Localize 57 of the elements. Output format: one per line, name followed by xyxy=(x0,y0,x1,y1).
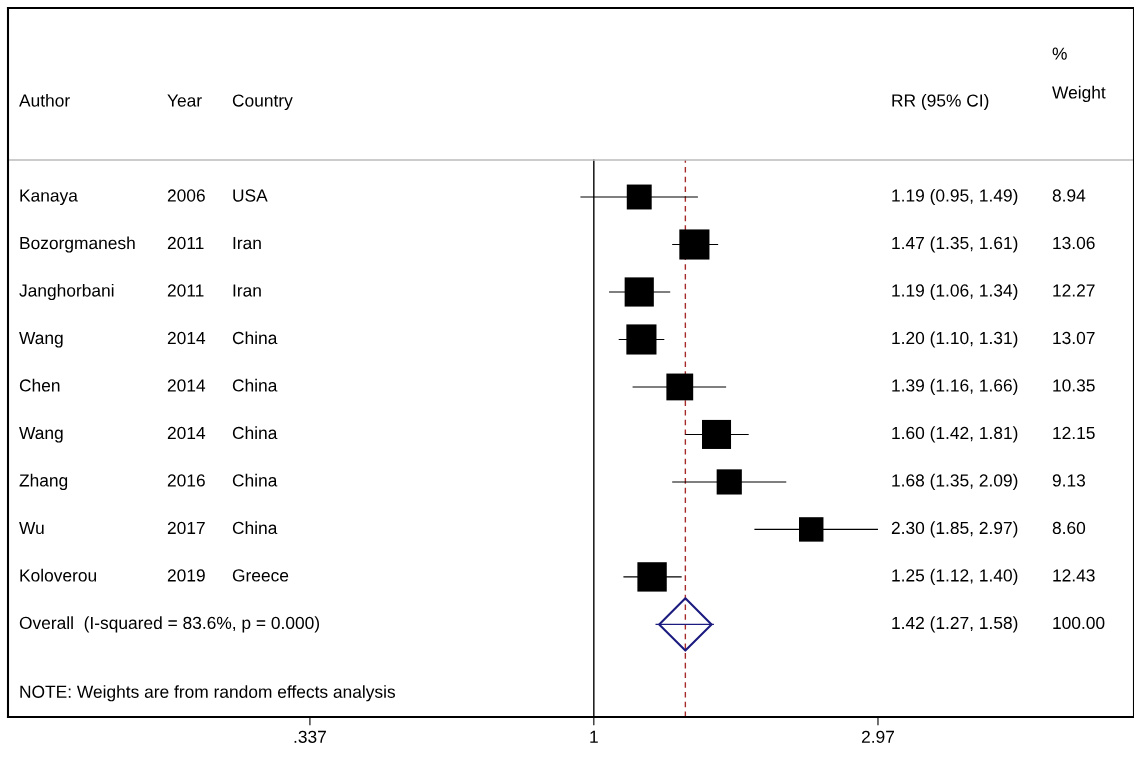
annotation: 100.00 xyxy=(1053,616,1105,630)
x-tick-label: 2.97 xyxy=(861,730,894,743)
annotation: 8.94 xyxy=(1052,189,1086,202)
annotation: 2014 xyxy=(167,331,206,345)
x-tick-label: .337 xyxy=(294,730,326,743)
annotation: 2016 xyxy=(167,474,205,487)
annotation: 2014 xyxy=(167,379,206,392)
y-tick-label: Chen xyxy=(19,378,60,392)
text: 1.60 (1.42, 1.81) xyxy=(892,426,1018,443)
text: Year xyxy=(167,94,202,107)
annotation: 13.06 xyxy=(1053,236,1095,250)
text: 1.19 (0.95, 1.49) xyxy=(892,188,1018,206)
y-tick-label: Wang xyxy=(19,426,63,443)
text: NOTE: Weights are from random effects analysis xyxy=(20,685,396,702)
y-tick-label: Bozorgmanesh xyxy=(20,236,135,253)
annotation: China xyxy=(232,378,278,392)
text: Country xyxy=(232,94,293,111)
text: Author xyxy=(19,93,70,107)
annotation: 2014 xyxy=(167,426,206,440)
annotation: China xyxy=(232,473,278,487)
text: 1.19 (1.06, 1.34) xyxy=(892,283,1018,301)
annotation: 12.15 xyxy=(1053,426,1095,440)
text: 1.47 (1.35, 1.61) xyxy=(892,236,1018,253)
annotation: 2011 xyxy=(167,236,204,250)
annotation: China xyxy=(232,331,278,345)
annotation: 8.60 xyxy=(1052,521,1086,535)
text: 1.25 (1.12, 1.40) xyxy=(892,568,1018,585)
annotation: 12.27 xyxy=(1053,284,1095,297)
annotation: Iran xyxy=(233,237,261,250)
annotation: 9.13 xyxy=(1052,474,1086,487)
annotation: China xyxy=(232,426,278,440)
text: % Weight xyxy=(1052,47,1106,103)
annotation: 13.07 xyxy=(1053,331,1095,345)
y-tick-label: Wang xyxy=(19,332,63,348)
y-tick-label: Janghorbani xyxy=(19,283,114,301)
text: 1.20 (1.10, 1.31) xyxy=(892,331,1018,348)
y-tick-label: Wu xyxy=(19,521,44,535)
annotation: 2006 xyxy=(167,189,205,202)
annotation: 2017 xyxy=(167,521,205,535)
annotation: USA xyxy=(233,189,268,202)
x-tick-label: 1 xyxy=(590,730,598,743)
y-tick-label: Zhang xyxy=(19,473,68,491)
annotation: Iran xyxy=(233,284,261,297)
y-tick-label: Koloverou xyxy=(20,568,97,582)
text: 1.68 (1.35, 2.09) xyxy=(892,473,1018,491)
annotation: Greece xyxy=(232,569,289,582)
text: 1.39 (1.16, 1.66) xyxy=(892,378,1018,396)
annotation: 12.43 xyxy=(1053,569,1095,582)
annotation: 2019 xyxy=(167,569,205,582)
text: 2.30 (1.85, 2.97) xyxy=(891,521,1018,538)
text: RR (95% CI) xyxy=(892,93,989,111)
y-tick-label: Kanaya xyxy=(20,189,78,206)
annotation: China xyxy=(232,521,278,535)
y-tick-label: Overall (I-squared = 83.6%, p = 0.000) xyxy=(19,616,320,633)
text: 1.42 (1.27, 1.58) xyxy=(892,616,1018,633)
annotation: 10.35 xyxy=(1053,379,1095,392)
annotation: 2011 xyxy=(167,284,204,297)
